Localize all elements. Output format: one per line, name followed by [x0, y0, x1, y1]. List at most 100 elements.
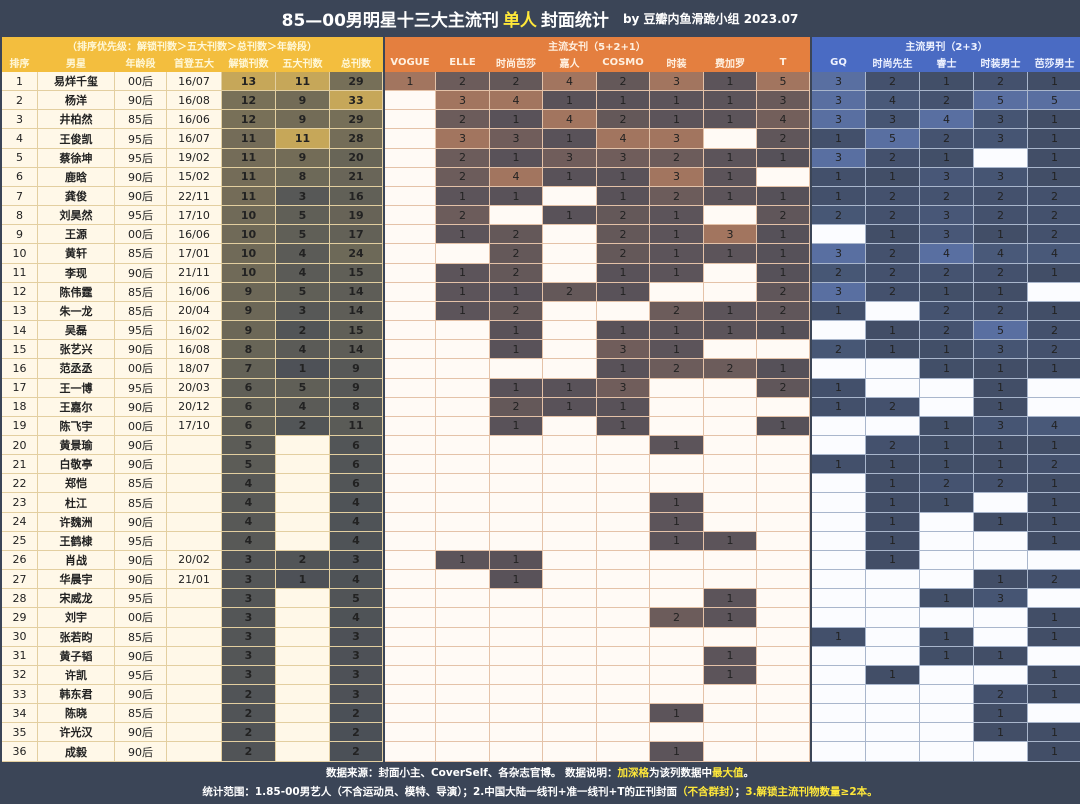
table-cell-T	[757, 531, 810, 551]
table-cell-解锁刊数: 10	[222, 206, 276, 226]
table-cell-睿士: 2	[920, 263, 974, 283]
table-cell-费加罗	[704, 206, 757, 226]
table-cell-总刊数: 8	[330, 397, 383, 417]
table-cell-T: 1	[757, 416, 810, 436]
table-cell-年龄段: 85后	[115, 282, 167, 302]
table-cell-费加罗: 3	[704, 225, 757, 245]
table-cell-费加罗	[704, 570, 757, 590]
table-cell-嘉人	[543, 263, 597, 283]
table-cell-时尚芭莎: 1	[490, 110, 543, 130]
column-header: GQ	[812, 54, 866, 72]
table-cell-睿士: 3	[920, 225, 974, 245]
note-text: 为该列数据中	[649, 767, 713, 779]
table-cell-总刊数: 15	[330, 263, 383, 283]
table-cell-时尚芭莎: 1	[490, 321, 543, 341]
title-highlight: 单人	[502, 11, 537, 31]
table-cell-VOGUE	[385, 531, 436, 551]
table-cell-GQ	[812, 570, 866, 590]
table-cell-ELLE: 1	[436, 282, 490, 302]
table-cell-嘉人: 2	[543, 282, 597, 302]
table-cell-VOGUE	[385, 723, 436, 743]
table-cell-时尚芭莎: 1	[490, 570, 543, 590]
table-cell-芭莎男士: 1	[1028, 435, 1080, 456]
table-cell-GQ: 3	[812, 244, 866, 264]
table-cell-时装: 2	[650, 148, 704, 168]
table-cell-COSMO: 1	[597, 167, 650, 187]
table-cell-芭莎男士	[1028, 646, 1080, 666]
table-cell-五大刊数: 2	[276, 321, 330, 341]
table-cell-五大刊数	[276, 646, 330, 666]
page-title: 85—00男明星十三大主流刊 单人 封面统计 by 豆瓣内鱼滑跪小组 2023.07	[0, 0, 1080, 37]
table-cell-T: 1	[757, 148, 810, 168]
table-cell-时尚先生	[866, 742, 920, 762]
table-cell-嘉人	[543, 474, 597, 494]
table-cell-嘉人: 4	[543, 110, 597, 130]
table-cell-VOGUE	[385, 359, 436, 379]
table-cell-VOGUE	[385, 550, 436, 571]
table-cell-费加罗	[704, 340, 757, 360]
table-cell-五大刊数: 11	[276, 129, 330, 149]
group-header-men: 主流男刊（2+3）	[812, 37, 1080, 54]
table-cell-排序: 33	[2, 685, 38, 705]
table-cell-嘉人	[543, 627, 597, 647]
table-cell-男星: 王源	[38, 225, 115, 245]
table-cell-VOGUE	[385, 244, 436, 264]
table-cell-排序: 24	[2, 512, 38, 532]
table-cell-GQ	[812, 704, 866, 724]
table-cell-首登五大: 17/01	[167, 244, 222, 264]
table-cell-嘉人	[543, 608, 597, 628]
table-cell-解锁刊数: 6	[222, 378, 276, 398]
table-cell-解锁刊数: 5	[222, 435, 276, 456]
table-cell-睿士: 1	[920, 627, 974, 647]
table-cell-五大刊数: 1	[276, 570, 330, 590]
table-cell-时尚芭莎: 2	[490, 244, 543, 264]
table-cell-总刊数: 4	[330, 531, 383, 551]
table-cell-年龄段: 95后	[115, 589, 167, 609]
table-cell-年龄段: 90后	[115, 435, 167, 456]
table-cell-VOGUE	[385, 435, 436, 456]
table-cell-芭莎男士	[1028, 589, 1080, 609]
note-highlight: 加深格	[617, 767, 650, 779]
table-cell-COSMO	[597, 455, 650, 475]
table-cell-睿士: 3	[920, 167, 974, 187]
table-cell-时装男士: 3	[974, 129, 1028, 149]
table-cell-时装男士: 5	[974, 91, 1028, 111]
table-cell-睿士: 3	[920, 206, 974, 226]
table-cell-时尚芭莎	[490, 359, 543, 379]
table-cell-首登五大: 16/08	[167, 91, 222, 111]
table-cell-睿士: 2	[920, 186, 974, 207]
table-cell-嘉人	[543, 723, 597, 743]
table-cell-排序: 6	[2, 167, 38, 187]
table-cell-五大刊数: 5	[276, 282, 330, 302]
table-cell-嘉人	[543, 704, 597, 724]
table-cell-首登五大	[167, 723, 222, 743]
table-cell-总刊数: 2	[330, 742, 383, 762]
title-main: 85—00男明星十三大主流刊	[281, 11, 499, 31]
table-cell-时装男士: 2	[974, 263, 1028, 283]
table-cell-时尚芭莎	[490, 455, 543, 475]
table-cell-时装	[650, 378, 704, 398]
table-cell-排序: 18	[2, 397, 38, 417]
table-cell-首登五大: 22/11	[167, 186, 222, 207]
table-cell-排序: 11	[2, 263, 38, 283]
table-cell-时装	[650, 685, 704, 705]
table-cell-时装男士: 1	[974, 512, 1028, 532]
table-cell-五大刊数: 9	[276, 148, 330, 168]
table-cell-时装男士: 3	[974, 416, 1028, 436]
table-cell-解锁刊数: 2	[222, 742, 276, 762]
table-cell-时尚先生	[866, 570, 920, 590]
table-cell-时装男士: 2	[974, 206, 1028, 226]
table-cell-时装	[650, 550, 704, 571]
table-cell-COSMO: 1	[597, 416, 650, 436]
table-cell-解锁刊数: 9	[222, 321, 276, 341]
table-cell-芭莎男士	[1028, 550, 1080, 571]
table-cell-嘉人	[543, 340, 597, 360]
column-header: 费加罗	[704, 54, 757, 72]
table-cell-年龄段: 95后	[115, 378, 167, 398]
table-cell-年龄段: 90后	[115, 723, 167, 743]
table-cell-五大刊数: 11	[276, 72, 330, 92]
table-cell-芭莎男士	[1028, 282, 1080, 302]
table-cell-男星: 刘昊然	[38, 206, 115, 226]
table-cell-时装: 2	[650, 608, 704, 628]
table-cell-时尚先生: 2	[866, 397, 920, 417]
